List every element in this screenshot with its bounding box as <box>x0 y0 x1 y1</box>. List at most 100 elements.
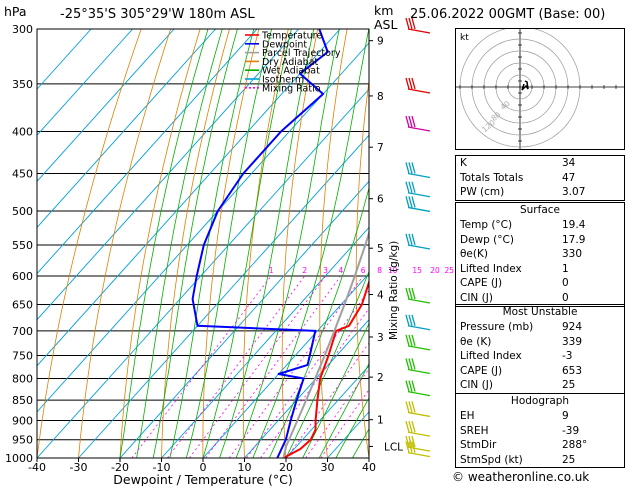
km-tick-label: 8 <box>377 91 384 103</box>
table-row: SREH -39 <box>456 424 624 439</box>
legend-label: Wet Adiabat <box>262 66 320 77</box>
asl-label: ASL <box>374 17 398 32</box>
isotherm-line <box>244 318 369 458</box>
row-value: 1 <box>562 262 569 275</box>
barb-feather <box>405 441 410 453</box>
barb-feather <box>411 17 416 30</box>
barb-feather <box>408 401 413 413</box>
wind-barb <box>405 314 431 331</box>
barb-feather <box>405 420 410 433</box>
wet-adiabat <box>302 322 369 458</box>
location-title: -25°35'S 305°29'W 180m ASL <box>60 7 255 22</box>
wind-barb <box>405 441 431 458</box>
barb-feather <box>405 77 410 90</box>
barb-feather <box>408 162 413 174</box>
legend-label: Parcel Trajectory <box>262 48 341 59</box>
isotherm-line <box>37 88 369 458</box>
km-tick-label: 6 <box>377 194 384 206</box>
legend-label: Dry Adiabat <box>262 57 319 68</box>
row-label: Dewp (°C) <box>460 233 514 246</box>
row-value: 288° <box>562 439 588 452</box>
hodograph-table: Hodograph EH 9 SREH -39 StmDir 288° StmSpd (kt… <box>455 393 625 469</box>
row-label: CAPE (J) <box>460 277 503 290</box>
barb-feather <box>411 181 416 193</box>
km-tick-label: 3 <box>377 332 384 344</box>
barb-staff <box>407 451 431 458</box>
barb-feather <box>405 196 410 208</box>
row-label: θe(K) <box>460 248 488 261</box>
barb-feather <box>411 287 416 300</box>
barb-staff <box>407 446 431 452</box>
row-value: 47 <box>562 171 576 184</box>
wet-adiabat <box>219 29 315 458</box>
surface-table: Surface Temp (°C) 19.4 Dewp (°C) 17.9 θe(K) 3… <box>455 202 625 307</box>
table-row: StmDir 288° <box>456 438 624 453</box>
barb-feather <box>405 287 410 300</box>
mixing-ratio-label: 8 <box>377 266 382 275</box>
barb-staff <box>407 126 431 132</box>
table-row: Dewp (°C) 17.9 <box>456 233 624 248</box>
barb-feather <box>405 181 410 193</box>
km-tick-label: 7 <box>377 142 384 154</box>
km-tick-label: LCL <box>384 441 403 453</box>
barb-staff <box>407 28 431 34</box>
x-tick-label: 30 <box>321 461 335 474</box>
row-label: Lifted Index <box>460 350 522 363</box>
row-label: StmSpd (kt) <box>460 453 523 466</box>
mixing-ratio-line <box>167 275 306 458</box>
hodograph-title: Hodograph <box>510 395 570 407</box>
dry-adiabat <box>161 29 230 458</box>
unstable-title: Most Unstable <box>502 306 578 318</box>
isotherm-line <box>37 29 133 136</box>
barb-feather <box>408 287 413 300</box>
mixing-ratio-label: 2 <box>302 266 307 275</box>
barb-feather <box>411 380 416 392</box>
pressure-tick-label: 700 <box>12 325 33 338</box>
table-row: θe(K) 330 <box>456 247 624 262</box>
wind-barb <box>405 435 431 452</box>
barb-feather <box>411 358 416 370</box>
row-value: 9 <box>562 410 569 422</box>
pressure-tick-label: 750 <box>12 349 33 362</box>
wet-adiabat <box>318 362 369 458</box>
isotherm-line <box>285 365 369 458</box>
pressure-tick-label: 350 <box>12 78 33 91</box>
wind-barb <box>405 358 431 375</box>
table-row: Lifted Index 1 <box>456 262 624 277</box>
table-row: PW (cm) 3.07 <box>456 185 624 200</box>
hodo-unit-label: kt <box>460 33 469 43</box>
table-row: CIN (J) 0 <box>456 291 624 306</box>
isotherm-line <box>161 226 369 458</box>
dewpoint-line <box>191 29 329 458</box>
x-axis-title: Dewpoint / Temperature (°C) <box>113 472 292 486</box>
table-row: CAPE (J) 0 <box>456 276 624 291</box>
wet-adiabat <box>269 186 369 458</box>
datetime-title: 25.06.2022 00GMT (Base: 00) <box>410 7 606 22</box>
barb-feather <box>405 358 410 370</box>
barb-feather <box>408 115 413 128</box>
barb-feather <box>408 435 413 448</box>
wet-adiabat <box>335 397 369 458</box>
indices-table: K 34 Totals Totals 47 PW (cm) 3.07 <box>455 155 625 201</box>
wet-adiabat <box>235 29 340 458</box>
hodo-trace <box>521 80 529 91</box>
mixing-ratio-line <box>131 275 272 458</box>
wet-adiabat <box>119 29 209 458</box>
x-tick-label: -30 <box>70 461 88 474</box>
legend-label: Temperature <box>261 31 322 42</box>
barb-feather <box>405 115 410 128</box>
table-row: θe (K) 339 <box>456 335 624 350</box>
isotherm-line <box>37 42 369 413</box>
wind-barb <box>405 401 431 418</box>
row-label: Temp (°C) <box>460 219 513 231</box>
dry-adiabat <box>119 29 201 458</box>
wet-adiabat <box>136 29 223 458</box>
pressure-tick-label: 900 <box>12 414 33 427</box>
barb-feather <box>408 420 413 433</box>
mixing-ratio-label: 10 <box>388 266 398 275</box>
pressure-tick-label: 600 <box>12 270 33 283</box>
parcel-trajectory-line <box>282 229 369 458</box>
temperature-line <box>283 278 369 458</box>
